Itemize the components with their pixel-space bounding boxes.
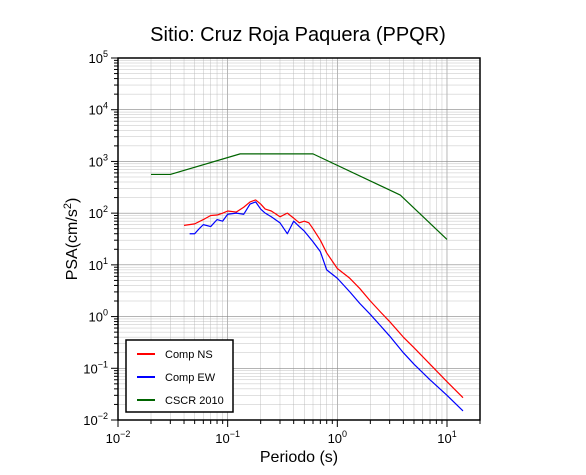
series-line-1 <box>189 201 464 412</box>
y-axis-label: PSA(cm/s2) <box>62 198 81 281</box>
y-tick-exp: 3 <box>103 152 108 162</box>
y-tick-label: 103 <box>89 152 108 169</box>
x-tick-exp: −2 <box>120 429 130 439</box>
series-group <box>151 153 464 412</box>
x-tick-label: 10−1 <box>215 429 240 446</box>
y-tick-base: 10 <box>89 310 103 325</box>
y-tick-exp: 4 <box>103 101 108 111</box>
y-tick-label: 105 <box>89 49 108 66</box>
y-tick-base: 10 <box>83 413 97 428</box>
x-tick-exp: −1 <box>230 429 240 439</box>
y-tick-exp: 0 <box>103 308 108 318</box>
legend-label-0: Comp NS <box>165 349 213 361</box>
x-tick-base: 10 <box>215 431 229 446</box>
legend: Comp NS Comp EW CSCR 2010 <box>125 339 234 413</box>
y-tick-base: 10 <box>89 51 103 66</box>
series-line-0 <box>183 199 464 399</box>
x-tick-exp: 1 <box>452 429 457 439</box>
y-tick-base: 10 <box>89 154 103 169</box>
plot-frame <box>117 57 481 421</box>
y-axis-label-end: ) <box>64 198 81 203</box>
series-line-2 <box>151 153 448 240</box>
y-tick-exp: 1 <box>103 256 108 266</box>
y-tick-exp: −1 <box>98 359 108 369</box>
y-tick-exp: 2 <box>103 204 108 214</box>
x-tick-base: 10 <box>437 431 451 446</box>
x-tick-label: 101 <box>437 429 456 446</box>
y-tick-base: 10 <box>89 258 103 273</box>
x-tick-label: 10−2 <box>106 429 131 446</box>
y-tick-label: 100 <box>89 308 108 325</box>
x-tick-base: 10 <box>328 431 342 446</box>
legend-label-1: Comp EW <box>165 372 216 384</box>
y-tick-label: 10−1 <box>83 359 108 376</box>
y-tick-label: 101 <box>89 256 108 273</box>
y-tick-base: 10 <box>89 103 103 118</box>
y-tick-base: 10 <box>83 361 97 376</box>
y-tick-exp: 5 <box>103 49 108 59</box>
y-tick-label: 104 <box>89 101 108 118</box>
chart-title: Sitio: Cruz Roja Paquera (PPQR) <box>150 24 446 46</box>
y-axis-label-base: PSA(cm/s <box>64 209 81 280</box>
x-axis-label: Periodo (s) <box>260 449 338 466</box>
y-tick-label: 10−2 <box>83 411 108 428</box>
x-tick-exp: 0 <box>342 429 347 439</box>
x-tick-base: 10 <box>106 431 120 446</box>
legend-label-2: CSCR 2010 <box>165 395 224 407</box>
y-tick-base: 10 <box>89 206 103 221</box>
y-tick-exp: −2 <box>98 411 108 421</box>
y-tick-label: 102 <box>89 204 108 221</box>
legend-items: Comp NS Comp EW CSCR 2010 <box>137 349 224 407</box>
y-axis-label-sup: 2 <box>62 203 74 209</box>
grid <box>117 57 481 421</box>
x-tick-label: 100 <box>328 429 347 446</box>
